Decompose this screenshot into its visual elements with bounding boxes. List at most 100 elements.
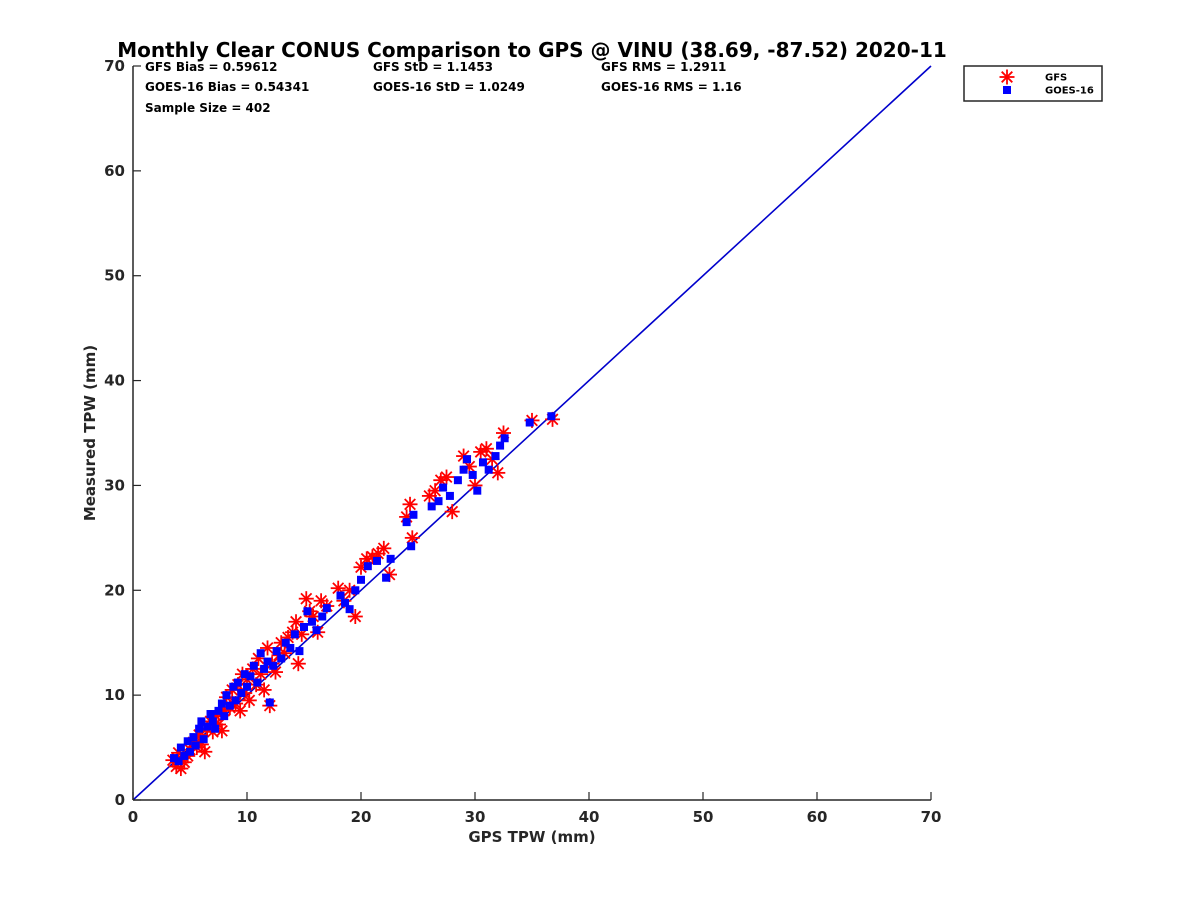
gfs-point (439, 469, 454, 485)
gfs-point (298, 591, 314, 607)
goes16-point (434, 497, 443, 506)
stat-annotation: GFS StD = 1.1453 (373, 60, 493, 74)
goes16-point (312, 626, 321, 635)
gfs-point (427, 483, 443, 499)
goes16-point (195, 724, 204, 733)
goes16-point (214, 706, 223, 715)
x-tick-label: 50 (693, 808, 714, 826)
goes16-point (453, 476, 462, 485)
goes16-point (463, 455, 472, 464)
goes16-point (402, 518, 411, 527)
goes16-point (307, 617, 316, 626)
series-goes-16 (170, 412, 556, 766)
legend: GFS GOES-16 (963, 65, 1103, 102)
goes16-point (351, 586, 360, 595)
goes16-point (260, 664, 269, 673)
y-tick-label: 40 (104, 372, 125, 390)
goes16-point (237, 689, 246, 698)
y-tick-label: 60 (104, 162, 125, 180)
chart-title: Monthly Clear CONUS Comparison to GPS @ … (117, 38, 947, 62)
gfs-point (290, 656, 306, 672)
legend-label: GFS (1045, 73, 1067, 84)
gfs-point (444, 504, 460, 520)
gfs-point (197, 744, 213, 760)
goes16-point (189, 733, 198, 742)
goes16-point (281, 638, 290, 647)
goes16-point (208, 717, 217, 726)
y-tick-label: 70 (104, 57, 125, 75)
y-axis-label: Measured TPW (mm) (81, 345, 99, 521)
goes16-point (286, 643, 295, 652)
goes16-point (357, 575, 365, 584)
goes16-point (272, 647, 281, 656)
goes16-point (372, 556, 381, 565)
goes16-point (382, 573, 391, 582)
stat-annotation: GFS RMS = 1.2911 (601, 60, 726, 74)
stat-annotation: GOES-16 Bias = 0.54341 (145, 80, 309, 94)
stats-layer: GFS Bias = 0.59612 GFS StD = 1.1453 GFS RM… (145, 60, 742, 115)
y-tick-label: 30 (104, 476, 125, 494)
goes16-point (265, 698, 274, 707)
goes16-point (484, 465, 493, 474)
goes16-point (459, 465, 468, 474)
x-tick-label: 0 (128, 808, 138, 826)
goes16-point (249, 661, 258, 670)
stat-annotation: Sample Size = 402 (145, 101, 271, 115)
goes16-point (253, 678, 262, 687)
stat-annotation: GOES-16 StD = 1.0249 (373, 80, 525, 94)
goes16-point (341, 598, 350, 607)
goes16-point (176, 743, 185, 752)
goes16-point (547, 412, 556, 421)
y-tick-label: 0 (115, 791, 125, 809)
goes16-point (206, 710, 215, 719)
gfs-point (478, 441, 494, 457)
goes16-point (500, 434, 509, 443)
gfs-point (402, 496, 418, 512)
goes16-point (336, 591, 345, 600)
stat-annotation: GOES-16 RMS = 1.16 (601, 80, 742, 94)
reference-line-layer (132, 65, 932, 801)
goes16-point (222, 691, 231, 700)
goes16-point (211, 724, 220, 733)
goes16-point (180, 751, 189, 760)
goes16-point (525, 418, 534, 427)
goes16-point (473, 486, 482, 495)
points-layer (165, 411, 561, 777)
goes16-point (197, 717, 206, 726)
legend-entry: GFS (999, 69, 1067, 85)
goes16-point (203, 722, 212, 731)
legend-box (963, 65, 1103, 102)
goes16-point (295, 647, 304, 656)
y-tick-label: 20 (104, 581, 125, 599)
goes16-point (445, 491, 454, 500)
goes16-point (386, 554, 395, 563)
goes16-point (427, 502, 436, 511)
goes16-point (491, 452, 500, 461)
x-tick-label: 60 (807, 808, 828, 826)
goes16-point (256, 649, 265, 658)
goes16-point (231, 696, 240, 705)
goes16-point (174, 757, 183, 766)
goes16-point (345, 605, 354, 614)
goes16-point (300, 622, 308, 631)
legend-label: GOES-16 (1045, 86, 1094, 97)
goes16-point (478, 458, 487, 467)
x-axis-label: GPS TPW (mm) (468, 828, 595, 846)
goes16-point (240, 670, 249, 679)
x-tick-label: 10 (237, 808, 258, 826)
goes16-point (186, 747, 194, 756)
goes16-point (439, 483, 448, 492)
gfs-point (288, 614, 304, 630)
goes16-point (303, 607, 312, 616)
gfs-point (490, 465, 506, 481)
gfs-point (241, 692, 257, 708)
ticks-layer: 0 10 20 30 40 50 60 70 0 10 20 30 40 50 60 70 (104, 57, 941, 826)
gfs-point (404, 530, 420, 546)
stat-annotation: GFS Bias = 0.59612 (145, 60, 277, 74)
y-tick-label: 10 (104, 686, 125, 704)
goes16-point (170, 754, 179, 763)
goes16-point (220, 712, 229, 721)
goes16-point (199, 735, 208, 744)
